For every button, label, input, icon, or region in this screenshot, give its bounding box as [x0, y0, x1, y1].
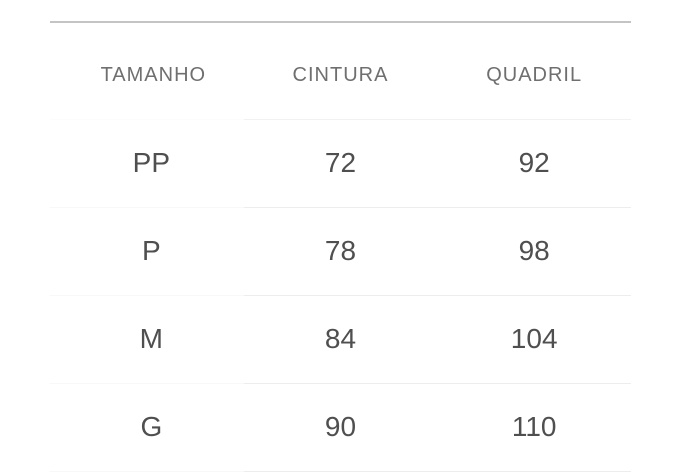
- size-chart-header: TAMANHO CINTURA QUADRIL: [50, 22, 631, 120]
- cell-size: M: [50, 295, 244, 384]
- cell-size: PP: [50, 119, 244, 208]
- header-row: TAMANHO CINTURA QUADRIL: [50, 22, 631, 120]
- size-chart-table: TAMANHO CINTURA QUADRIL PP 72 92 P 78 98…: [50, 21, 631, 472]
- column-header-cintura: CINTURA: [243, 22, 438, 120]
- cell-waist: 72: [243, 119, 438, 208]
- column-header-tamanho: TAMANHO: [50, 22, 244, 120]
- cell-waist: 78: [243, 207, 438, 296]
- table-row-pp: PP 72 92: [50, 119, 631, 208]
- column-header-quadril: QUADRIL: [437, 22, 631, 120]
- cell-hip: 110: [437, 383, 631, 472]
- cell-hip: 92: [437, 119, 631, 208]
- table-row-p: P 78 98: [50, 207, 631, 296]
- cell-waist: 84: [243, 295, 438, 384]
- cell-hip: 104: [437, 295, 631, 384]
- cell-waist: 90: [243, 383, 438, 472]
- table-row-m: M 84 104: [50, 295, 631, 384]
- cell-hip: 98: [437, 207, 631, 296]
- cell-size: G: [50, 383, 244, 472]
- size-chart-body: PP 72 92 P 78 98 M 84 104 G 90 110: [50, 119, 631, 472]
- cell-size: P: [50, 207, 244, 296]
- table-row-g: G 90 110: [50, 383, 631, 472]
